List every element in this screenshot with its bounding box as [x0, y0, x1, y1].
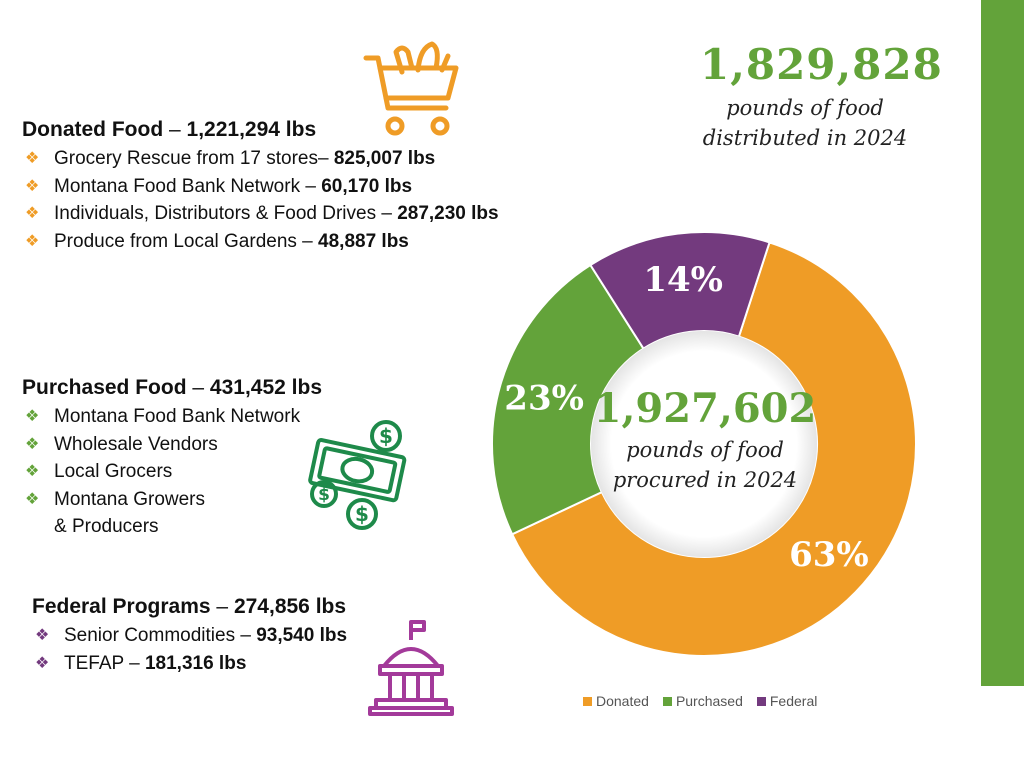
- item-text: Senior Commodities –: [64, 625, 257, 646]
- purchased-heading: Purchased Food – 431,452 lbs: [22, 375, 322, 401]
- item-text: Montana Food Bank Network –: [54, 175, 322, 197]
- item-amount: 60,170 lbs: [321, 175, 413, 197]
- bullet-icon: ❖: [25, 408, 40, 425]
- legend-item-purchased: Purchased: [662, 693, 743, 709]
- list-item: ❖ Produce from Local Gardens – 48,887 lbs: [22, 228, 499, 256]
- center-caption-line-2: procured in 2024: [613, 468, 797, 492]
- item-text: Montana Growers: [54, 488, 206, 510]
- item-amount: 93,540 lbs: [256, 625, 348, 646]
- svg-text:$: $: [379, 424, 393, 448]
- bullet-icon: ❖: [25, 205, 40, 222]
- bullet-icon: ❖: [25, 463, 40, 480]
- bullet-icon: ❖: [35, 627, 50, 644]
- item-text: Individuals, Distributors & Food Drives …: [54, 203, 398, 224]
- purchased-list: ❖ Montana Food Bank Network ❖ Wholesale Ve…: [22, 403, 322, 541]
- legend-swatch: [756, 696, 766, 706]
- center-caption-line-1: pounds of food: [626, 438, 784, 462]
- item-text: Grocery Rescue from 17 stores–: [54, 148, 334, 169]
- federal-dash: –: [216, 595, 229, 618]
- distributed-line-1: pounds of food: [726, 96, 884, 120]
- distributed-caption: pounds of food distributed in 2024: [690, 93, 920, 153]
- item-amount: 181,316 lbs: [144, 652, 247, 674]
- federal-total: 274,856 lbs: [233, 595, 347, 618]
- slice-label-purchased: 23%: [504, 379, 584, 419]
- shopping-cart-icon: [363, 41, 459, 136]
- legend-label: Federal: [769, 693, 818, 709]
- legend-swatch: [583, 696, 592, 706]
- slice-labels: 63% 23% 14%: [504, 260, 868, 575]
- list-item: ❖ Montana Food Bank Network – 60,170 lbs: [22, 173, 499, 201]
- donut-hole: [591, 331, 817, 557]
- list-item: ❖ Local Grocers: [22, 458, 322, 486]
- item-amount: 48,887 lbs: [318, 230, 409, 252]
- bullet-icon: ❖: [25, 232, 40, 250]
- donated-list: ❖ Grocery Rescue from 17 stores– 825,007 …: [22, 145, 499, 255]
- list-item: ❖ Montana Growers & Producers: [22, 486, 322, 541]
- item-amount: 287,230 lbs: [397, 203, 499, 224]
- federal-list: ❖ Senior Commodities – 93,540 lbs ❖ TEFAP …: [32, 622, 347, 677]
- svg-text:$: $: [318, 485, 330, 505]
- bullet-icon: ❖: [35, 654, 50, 672]
- list-item: ❖ Grocery Rescue from 17 stores– 825,007 …: [22, 145, 499, 173]
- federal-title: Federal Programs: [32, 595, 211, 618]
- purchased-food-section: Purchased Food – 431,452 lbs ❖ Montana Fo…: [22, 375, 322, 541]
- list-item: ❖ Wholesale Vendors: [22, 431, 322, 459]
- federal-heading: Federal Programs – 274,856 lbs: [32, 594, 347, 620]
- list-item: ❖ Montana Food Bank Network: [22, 403, 322, 431]
- list-item: ❖ Individuals, Distributors & Food Drives…: [22, 200, 499, 228]
- legend-label: Purchased: [675, 693, 743, 709]
- item-text: Produce from Local Gardens –: [54, 230, 319, 252]
- center-number: 1,927,602: [594, 385, 817, 432]
- donated-food-section: Donated Food – 1,221,294 lbs ❖ Grocery Re…: [22, 117, 499, 255]
- purchased-dash: –: [192, 376, 205, 399]
- item-text: Wholesale Vendors: [54, 433, 218, 455]
- money-icon: $ $ $: [308, 420, 407, 530]
- item-text: TEFAP –: [64, 652, 145, 674]
- donated-heading: Donated Food – 1,221,294 lbs: [22, 117, 499, 143]
- slice-label-federal: 14%: [643, 260, 723, 300]
- right-accent-bar: [981, 0, 1024, 686]
- legend-item-donated: Donated: [583, 693, 649, 709]
- slice-label-donated: 63%: [789, 535, 869, 575]
- list-item: ❖ Senior Commodities – 93,540 lbs: [32, 622, 347, 650]
- legend-item-federal: Federal: [756, 693, 818, 709]
- purchased-title: Purchased Food: [22, 376, 187, 399]
- item-text: Local Grocers: [54, 461, 173, 482]
- legend-label: Donated: [596, 693, 649, 709]
- donut-slices: [491, 231, 917, 657]
- list-item: ❖ TEFAP – 181,316 lbs: [32, 650, 347, 678]
- donated-title: Donated Food: [22, 118, 164, 141]
- chart-legend: Donated Purchased Federal: [583, 693, 817, 709]
- distributed-number: 1,829,828: [700, 40, 943, 89]
- svg-text:$: $: [355, 502, 369, 526]
- donated-dash: –: [169, 118, 181, 141]
- federal-programs-section: Federal Programs – 274,856 lbs ❖ Senior C…: [32, 594, 347, 677]
- item-amount: 825,007 lbs: [333, 148, 436, 169]
- capitol-building-icon: [368, 620, 454, 716]
- distributed-line-2: distributed in 2024: [702, 126, 908, 150]
- item-text-continued: & Producers: [54, 516, 159, 537]
- purchased-total: 431,452 lbs: [209, 376, 322, 399]
- donated-total: 1,221,294 lbs: [186, 118, 317, 141]
- bullet-icon: ❖: [25, 177, 40, 195]
- bullet-icon: ❖: [25, 150, 40, 167]
- item-text: Montana Food Bank Network: [54, 406, 301, 427]
- legend-swatch: [662, 696, 672, 706]
- bullet-icon: ❖: [25, 435, 40, 453]
- bullet-icon: ❖: [25, 490, 40, 508]
